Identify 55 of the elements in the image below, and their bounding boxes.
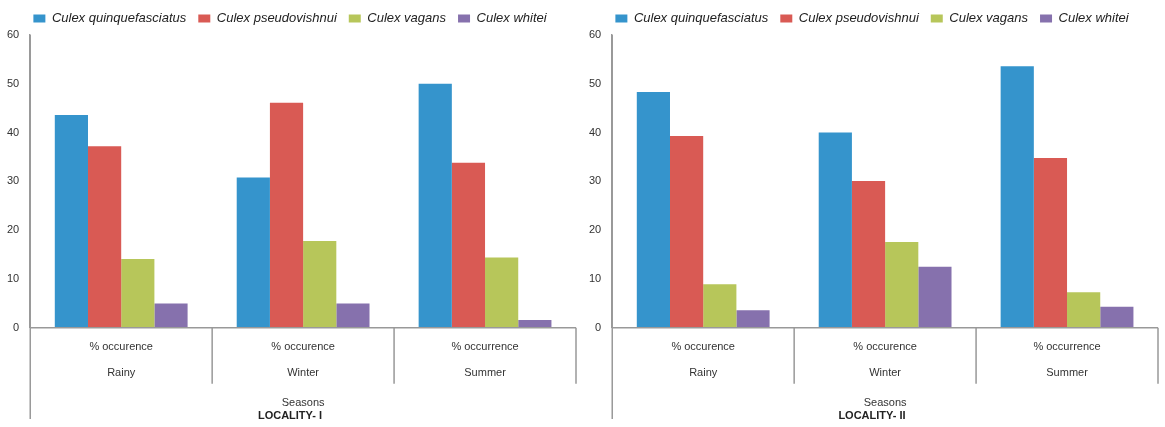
bar (736, 310, 770, 328)
legend-label: Culex whitei (1058, 10, 1130, 26)
bar (336, 303, 370, 328)
bar (54, 115, 88, 328)
legend-label: Culex quinquefasciatus (633, 10, 769, 26)
bar (1067, 292, 1101, 328)
bar (236, 177, 270, 328)
bar (851, 180, 886, 328)
text: LOCALITY- II (838, 409, 906, 422)
y-tick-label: 50 (588, 76, 602, 89)
y-tick-label: 20 (6, 223, 20, 236)
bar (818, 132, 852, 328)
y-tick-label: 10 (6, 272, 20, 285)
bar (636, 92, 670, 328)
legend-label: Culex vagans (367, 10, 447, 26)
legend-label: Culex vagans (949, 10, 1029, 26)
category-label: % occurence Rainy (89, 340, 153, 379)
legend-label: Culex pseudovishnui (216, 10, 338, 26)
x-axis-title: Seasons (863, 396, 908, 409)
bar (154, 303, 188, 328)
bar (451, 162, 486, 328)
bar (485, 257, 519, 328)
y-tick-label: 50 (6, 76, 20, 89)
bar (303, 240, 337, 328)
category-label: % occurrence Summer (451, 340, 519, 379)
legend-label: Culex pseudovishnui (798, 10, 920, 26)
bar (1100, 306, 1134, 328)
y-tick-label: 60 (6, 28, 20, 41)
bar (88, 146, 122, 328)
y-tick-label: 0 (595, 320, 602, 333)
y-tick-label: 40 (588, 125, 602, 138)
bar (1033, 157, 1068, 328)
y-tick-label: 60 (588, 28, 602, 41)
bar (418, 83, 452, 328)
bar (1000, 66, 1034, 328)
legend-label: Culex quinquefasciatus (51, 10, 187, 26)
bar (918, 266, 952, 328)
y-tick-label: 40 (6, 125, 20, 138)
bar (670, 136, 704, 328)
bar (703, 284, 737, 328)
category-label: % occurence Winter (853, 340, 917, 379)
category-label: % occurence Winter (271, 340, 335, 379)
category-label: % occurence Rainy (671, 340, 735, 379)
y-tick-label: 20 (588, 223, 602, 236)
x-axis-title: Seasons (281, 396, 326, 409)
legend-label: Culex whitei (476, 10, 548, 26)
text: LOCALITY- I (257, 409, 323, 422)
y-tick-label: 30 (588, 174, 602, 187)
y-tick-label: 10 (588, 272, 602, 285)
bar (269, 102, 304, 328)
bar (121, 258, 155, 328)
category-label: % occurrence Summer (1033, 340, 1101, 379)
bar (885, 241, 919, 328)
y-tick-label: 0 (13, 320, 20, 333)
y-tick-label: 30 (6, 174, 20, 187)
